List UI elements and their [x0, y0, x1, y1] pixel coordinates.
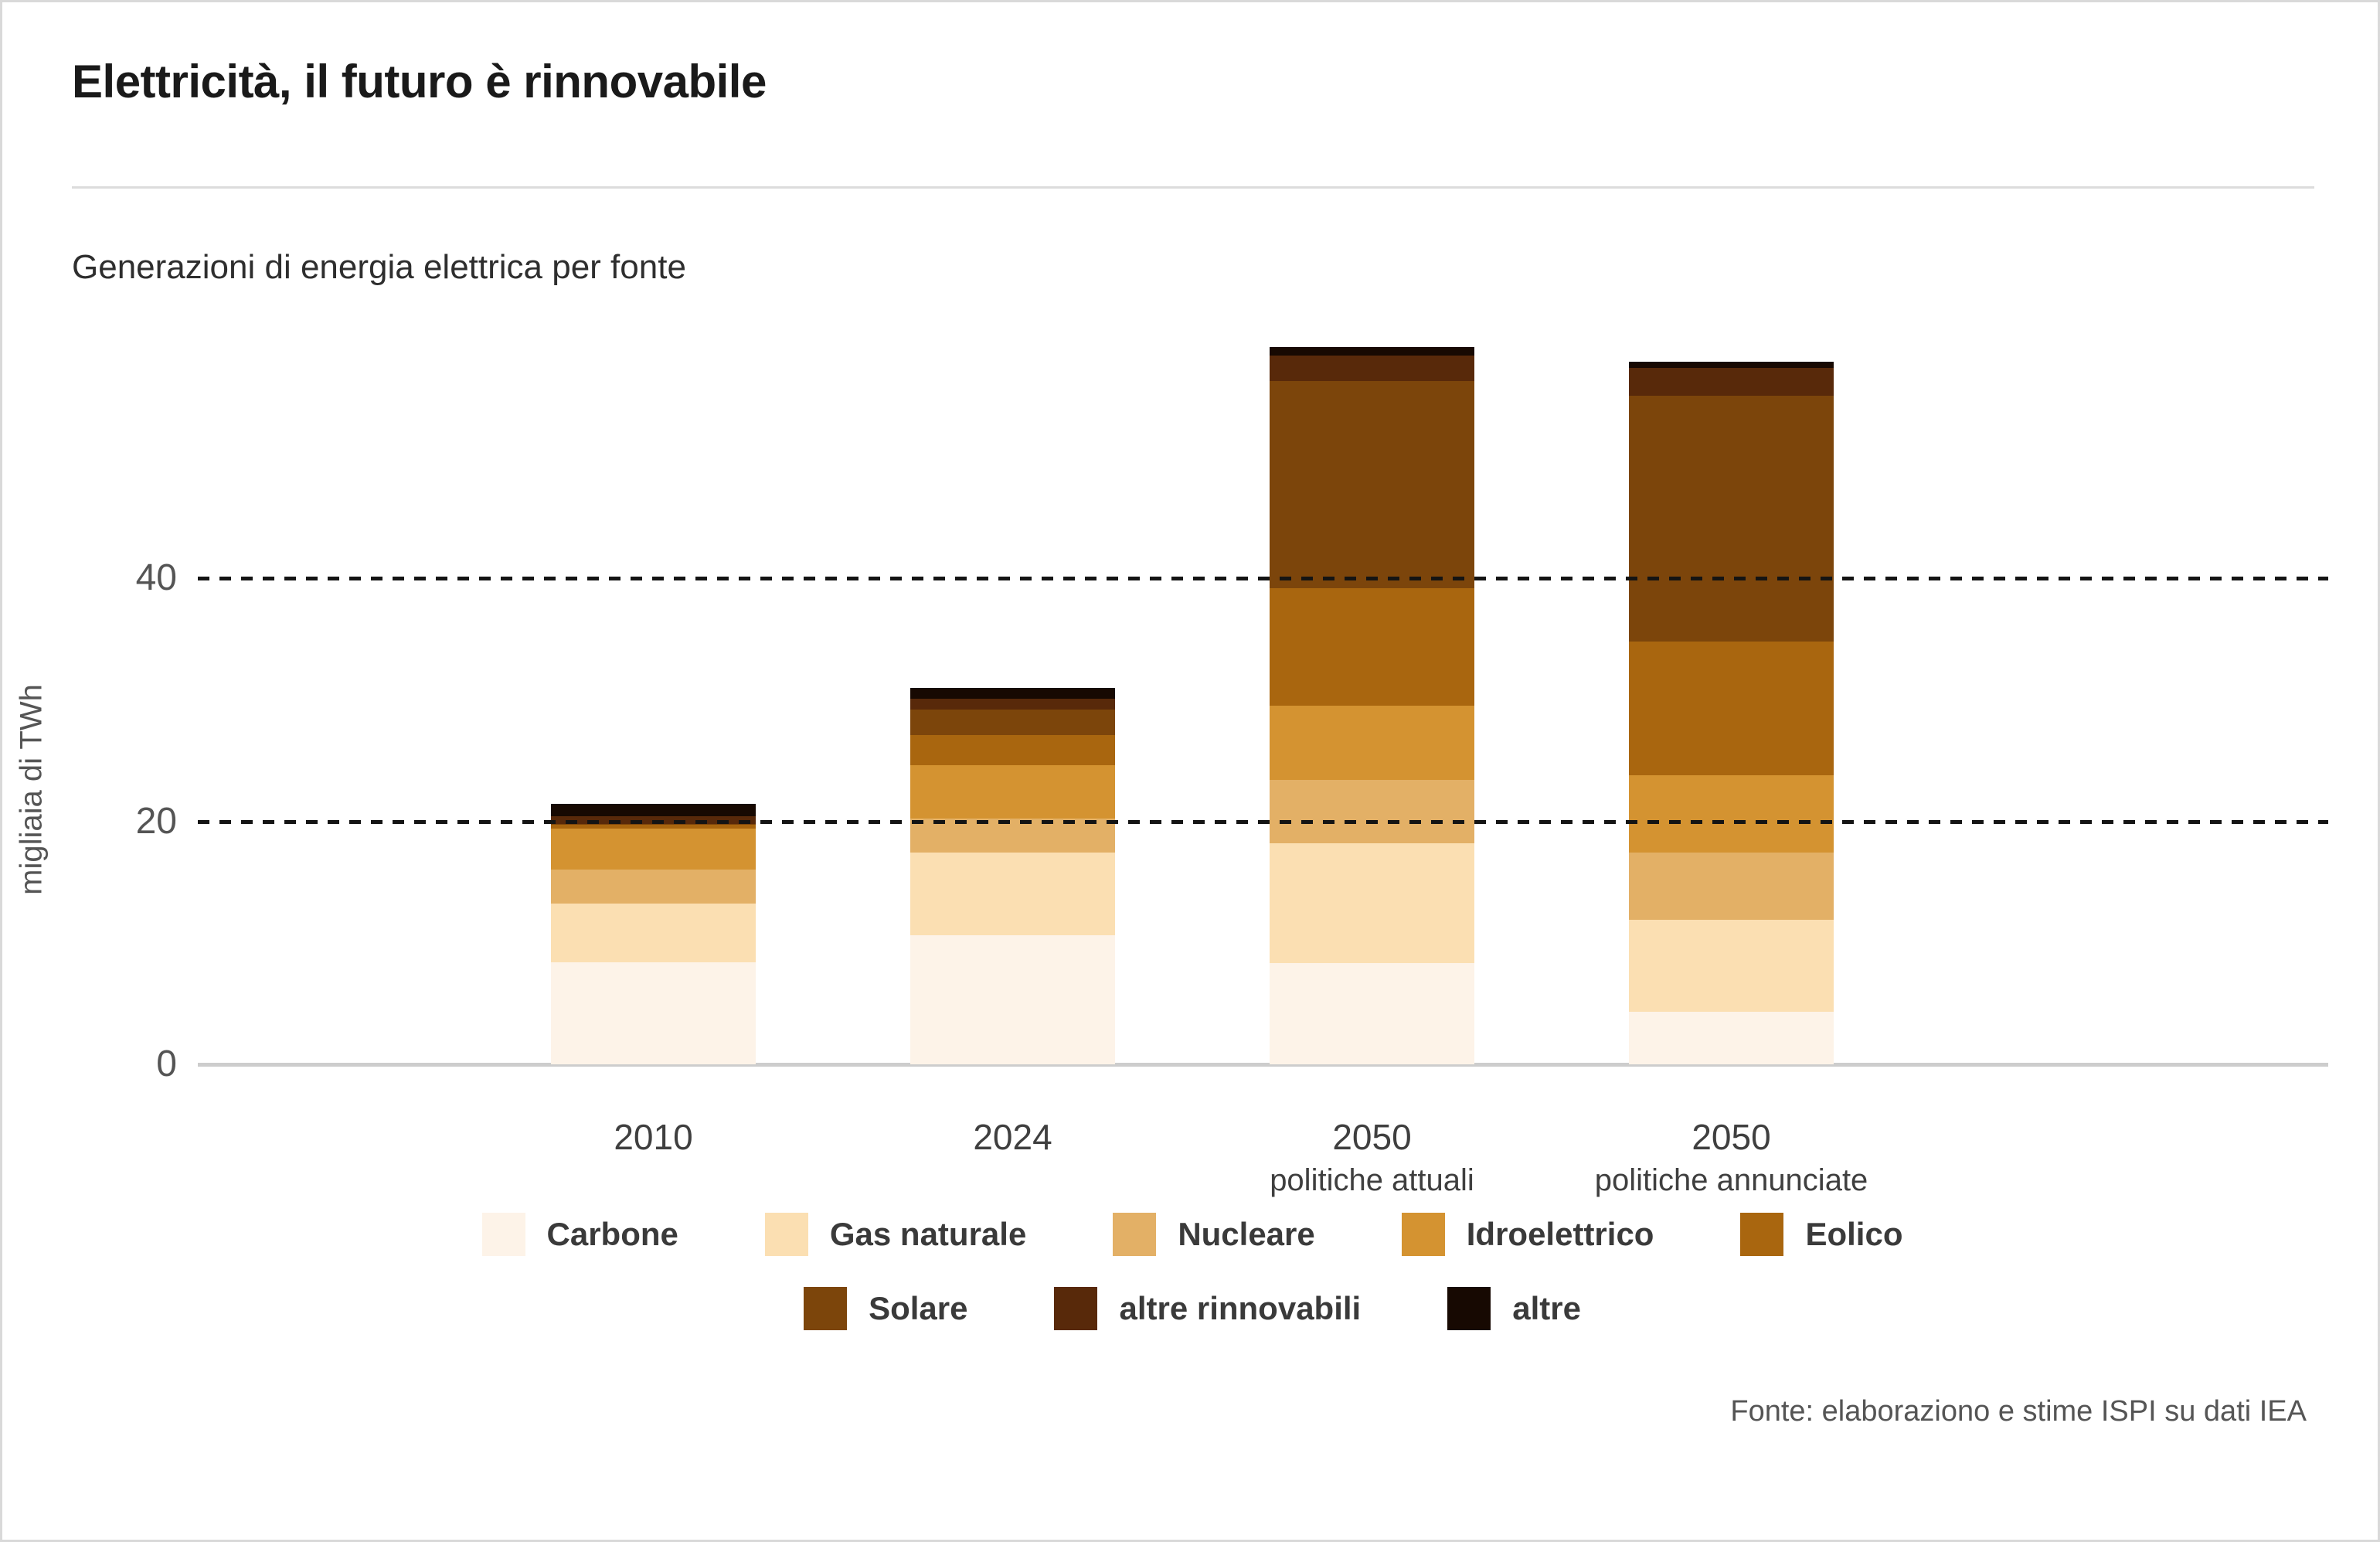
- legend-swatch-gas-naturale: [764, 1213, 808, 1256]
- x-axis-sublabel-politiche-attuali: politiche attuali: [1270, 1163, 1474, 1197]
- bar-segment-solare-2010: [551, 823, 756, 825]
- legend-swatch-carbone: [481, 1213, 525, 1256]
- bar-segment-altre-2050-politiche-attuali: [1270, 347, 1474, 356]
- y-tick-label-40: 40: [135, 557, 177, 598]
- legend-label-gas-naturale: Gas naturale: [829, 1216, 1027, 1252]
- y-axis-title: migliaia di TWh: [14, 684, 49, 895]
- bar-segment-gas-naturale-2050-politiche-annunciate: [1629, 919, 1834, 1013]
- bar-segment-carbone-2024: [910, 935, 1115, 1064]
- legend-label-carbone: Carbone: [546, 1216, 678, 1252]
- bar-segment-idroelettrico-2024: [910, 765, 1115, 819]
- bar-segment-eolico-2024: [910, 734, 1115, 766]
- bar-segment-altre-2050-politiche-annunciate: [1629, 362, 1834, 368]
- x-axis-sublabel-politiche-annunciate: politiche annunciate: [1594, 1163, 1868, 1197]
- legend-item-carbone: Carbone: [481, 1213, 678, 1256]
- bar-segment-altre-rinnovabili-2050-politiche-annunciate: [1629, 367, 1834, 397]
- x-axis-label-2050-3: 2050: [1692, 1117, 1771, 1157]
- legend-swatch-nucleare: [1113, 1213, 1157, 1256]
- gridline-40: [198, 577, 2328, 580]
- legend-item-altre: altre: [1447, 1287, 1581, 1330]
- legend-row-1: Carbone Gas naturale Nucleare Idroelettrico…: [2, 1213, 2378, 1256]
- legend-item-altre-rinnovabili: altre rinnovabili: [1054, 1287, 1361, 1330]
- bar-segment-altre-rinnovabili-2024: [910, 698, 1115, 710]
- bar-segment-eolico-2050-politiche-annunciate: [1629, 641, 1834, 775]
- bar-segment-solare-2050-politiche-attuali: [1270, 381, 1474, 588]
- bar-segment-nucleare-2050-politiche-attuali: [1270, 780, 1474, 843]
- legend-item-solare: Solare: [804, 1287, 967, 1330]
- bar-segment-idroelettrico-2010: [551, 828, 756, 870]
- chart-subtitle: Generazioni di energia elettrica per fon…: [72, 248, 686, 286]
- x-axis-label-2024-1: 2024: [973, 1117, 1052, 1157]
- legend-swatch-solare: [804, 1287, 848, 1330]
- legend-swatch-altre: [1447, 1287, 1491, 1330]
- legend-label-nucleare: Nucleare: [1178, 1216, 1315, 1252]
- page-title: Elettricità, il futuro è rinnovabile: [72, 56, 767, 107]
- bar-segment-nucleare-2024: [910, 819, 1115, 853]
- legend-label-solare: Solare: [869, 1290, 968, 1326]
- legend-label-eolico: Eolico: [1805, 1216, 1903, 1252]
- bar-segment-eolico-2050-politiche-attuali: [1270, 587, 1474, 706]
- legend-swatch-altre-rinnovabili: [1054, 1287, 1098, 1330]
- y-tick-label-0: 0: [156, 1043, 177, 1084]
- gridline-20: [198, 819, 2328, 824]
- legend-row-2: Solare altre rinnovabili altre: [2, 1287, 2378, 1330]
- legend-label-altre-rinnovabili: altre rinnovabili: [1119, 1290, 1362, 1326]
- divider-line: [72, 186, 2314, 189]
- bar-segment-nucleare-2050-politiche-annunciate: [1629, 853, 1834, 920]
- bar-segment-carbone-2050-politiche-annunciate: [1629, 1012, 1834, 1064]
- bar-segment-gas-naturale-2050-politiche-attuali: [1270, 842, 1474, 964]
- legend-label-idroelettrico: Idroelettrico: [1466, 1216, 1654, 1252]
- x-axis-label-2010-0: 2010: [614, 1117, 693, 1157]
- x-axis-label-2050-2: 2050: [1332, 1117, 1412, 1157]
- bar-segment-carbone-2050-politiche-attuali: [1270, 963, 1474, 1064]
- legend-item-eolico: Eolico: [1740, 1213, 1903, 1256]
- legend-swatch-eolico: [1740, 1213, 1784, 1256]
- bar-segment-eolico-2010: [551, 825, 756, 829]
- bar-segment-solare-2024: [910, 709, 1115, 735]
- legend-item-nucleare: Nucleare: [1113, 1213, 1315, 1256]
- bar-segment-gas-naturale-2010: [551, 904, 756, 962]
- bar-segment-altre-2024: [910, 687, 1115, 699]
- legend-item-gas-naturale: Gas naturale: [764, 1213, 1027, 1256]
- bar-segment-nucleare-2010: [551, 870, 756, 904]
- source-note: Fonte: elaboraziono e stime ISPI su dati…: [1730, 1395, 2307, 1428]
- bar-segment-altre-rinnovabili-2050-politiche-attuali: [1270, 356, 1474, 382]
- bar-segment-gas-naturale-2024: [910, 853, 1115, 936]
- bar-segment-idroelettrico-2050-politiche-attuali: [1270, 706, 1474, 781]
- x-axis-line: [198, 1063, 2328, 1067]
- bar-segment-solare-2050-politiche-annunciate: [1629, 396, 1834, 642]
- y-tick-label-20: 20: [135, 800, 177, 842]
- legend-item-idroelettrico: Idroelettrico: [1401, 1213, 1654, 1256]
- bar-segment-idroelettrico-2050-politiche-annunciate: [1629, 774, 1834, 853]
- legend-label-altre: altre: [1512, 1290, 1581, 1326]
- bar-segment-altre-2010: [551, 804, 756, 817]
- bar-segment-carbone-2010: [551, 962, 756, 1064]
- legend-swatch-idroelettrico: [1401, 1213, 1445, 1256]
